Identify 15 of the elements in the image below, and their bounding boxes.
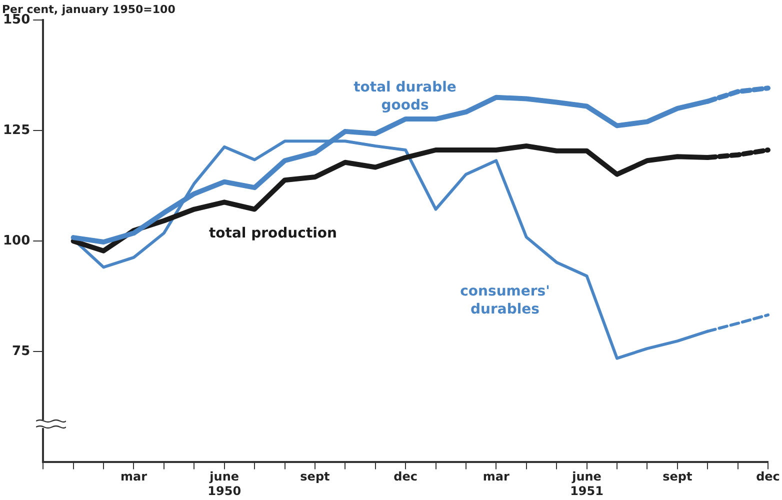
y-tick-label: 100: [2, 233, 30, 248]
x-tick-label: dec: [756, 470, 780, 484]
x-tick-label: june 1950: [208, 470, 242, 498]
x-tick-label: sept: [662, 470, 692, 484]
y-tick-label: 150: [2, 12, 30, 28]
y-tick-label: 75: [12, 344, 30, 360]
x-tick-label: mar: [120, 470, 148, 484]
series-label: total durable goods: [354, 80, 456, 114]
x-tick-label: dec: [394, 470, 418, 484]
x-tick-label: june 1951: [570, 470, 604, 498]
series-label: consumers' durables: [460, 284, 550, 318]
x-tick-label: sept: [300, 470, 330, 484]
series-label: total production: [208, 226, 338, 242]
x-tick-label: mar: [482, 470, 510, 484]
y-tick-label: 125: [2, 122, 30, 138]
